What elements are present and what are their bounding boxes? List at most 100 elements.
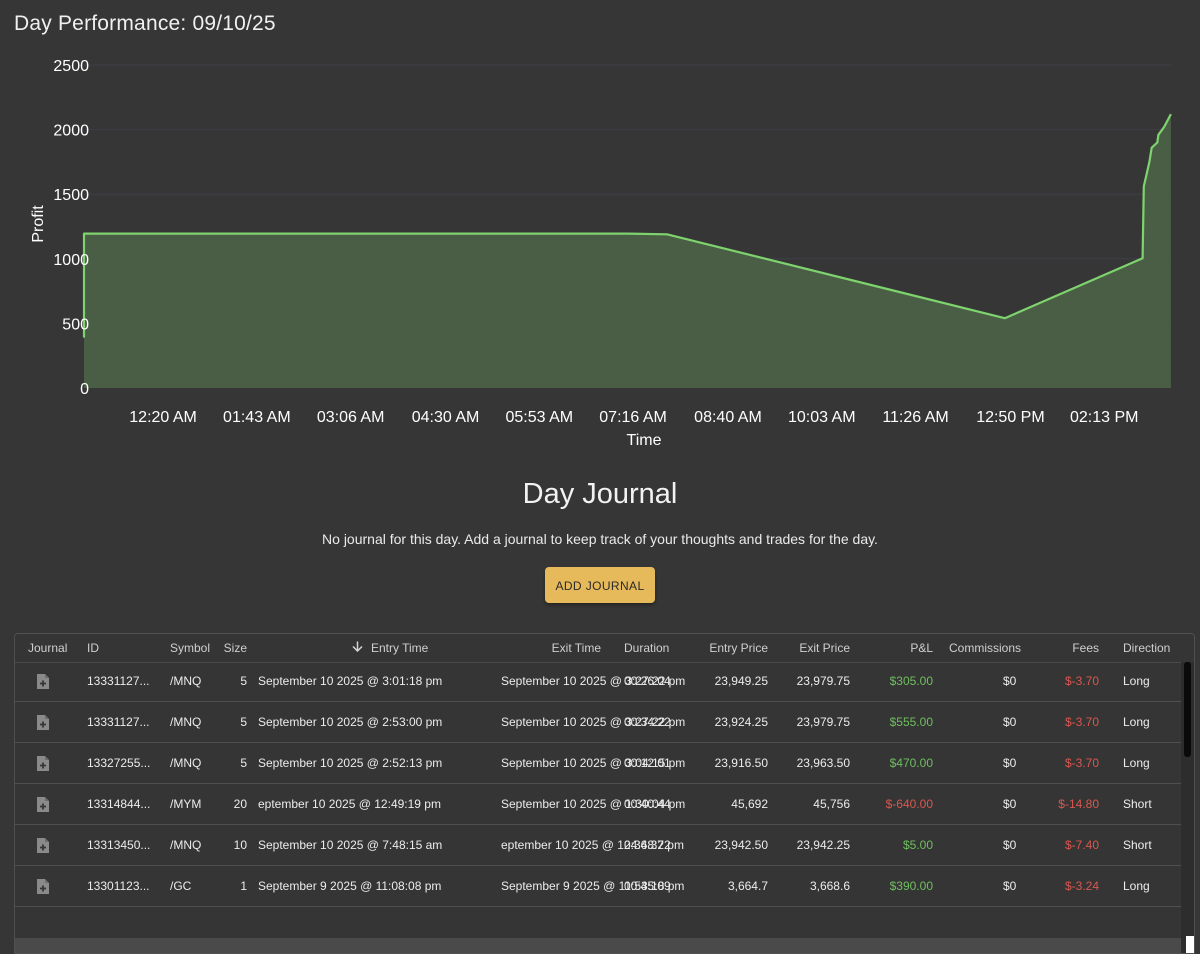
cell-symbol: /MNQ [170, 715, 202, 729]
cell-entry-time: eptember 10 2025 @ 12:49:19 pm [258, 797, 441, 811]
cell-entry-time: September 10 2025 @ 3:01:18 pm [258, 674, 443, 688]
col-direction[interactable]: Direction [1123, 641, 1171, 655]
table-row[interactable]: 13331127... /MNQ 5 September 10 2025 @ 3:01… [15, 661, 1181, 702]
cell-direction: Short [1123, 838, 1152, 852]
col-pnl[interactable]: P&L [910, 641, 933, 655]
cell-duration: 04:48:22 [624, 838, 671, 852]
cell-id: 13331127... [87, 715, 150, 729]
table-header: Journal ID Symbol Size Entry Time Exit T… [15, 634, 1194, 663]
x-tick-label: 12:20 AM [129, 409, 197, 426]
cell-exit-price: 23,979.75 [796, 715, 850, 729]
cell-id: 13327255... [87, 756, 151, 770]
cell-exit-price: 23,963.50 [796, 756, 850, 770]
cell-id: 13313450... [87, 838, 151, 852]
cell-symbol: /MNQ [170, 674, 202, 688]
cell-exit-price: 3,668.6 [809, 879, 850, 893]
cell-entry-time: September 10 2025 @ 2:53:00 pm [258, 715, 443, 729]
x-tick-label: 11:26 AM [882, 409, 948, 426]
col-id[interactable]: ID [87, 641, 99, 655]
cell-size: 10 [233, 838, 247, 852]
profit-area-fill [84, 114, 1171, 388]
cell-symbol: /MNQ [170, 838, 202, 852]
cell-duration: 00:40:44 [624, 797, 671, 811]
table-row[interactable]: 13314844... /MYM 20 eptember 10 2025 @ 12:4… [15, 784, 1181, 825]
cell-pnl: $470.00 [889, 756, 933, 770]
cell-direction: Long [1123, 879, 1150, 893]
x-tick-label: 03:06 AM [317, 409, 385, 426]
cell-exit-time: September 10 2025 @ 3:27:22 pm [501, 674, 686, 688]
x-tick-label: 04:30 AM [412, 409, 480, 426]
add-journal-doc-icon[interactable] [36, 837, 50, 854]
journal-empty-message: No journal for this day. Add a journal t… [322, 531, 878, 547]
cell-commissions: $0 [1003, 797, 1017, 811]
col-size[interactable]: Size [223, 641, 247, 655]
cell-direction: Short [1123, 797, 1152, 811]
col-exit-time[interactable]: Exit Time [551, 641, 601, 655]
sort-arrow-down-icon[interactable] [352, 641, 363, 655]
add-journal-doc-icon[interactable] [36, 673, 50, 690]
cell-id: 13301123... [87, 879, 150, 893]
col-commissions[interactable]: Commissions [949, 641, 1022, 655]
cell-commissions: $0 [1003, 838, 1017, 852]
add-journal-doc-icon[interactable] [36, 878, 50, 895]
add-journal-doc-icon[interactable] [36, 755, 50, 772]
cell-exit-time: September 10 2025 @ 1:30:04 pm [501, 797, 686, 811]
cell-exit-time: September 10 2025 @ 3:27:22 pm [501, 715, 686, 729]
cell-direction: Long [1123, 756, 1150, 770]
col-symbol[interactable]: Symbol [170, 641, 211, 655]
cell-pnl: $305.00 [889, 674, 933, 688]
x-tick-label: 02:13 PM [1070, 409, 1138, 426]
col-fees[interactable]: Fees [1072, 641, 1099, 655]
col-duration[interactable]: Duration [624, 641, 670, 655]
y-tick-label: 1500 [53, 187, 89, 204]
add-journal-doc-icon[interactable] [36, 714, 50, 731]
x-tick-label: 10:03 AM [788, 409, 856, 426]
vertical-scrollbar[interactable] [1181, 662, 1194, 953]
cell-duration: 00:26:04 [624, 674, 671, 688]
y-tick-label: 1000 [53, 252, 89, 269]
add-journal-button[interactable]: ADD JOURNAL [545, 567, 655, 603]
table-row[interactable]: 13327255... /MNQ 5 September 10 2025 @ 2:52… [15, 743, 1181, 784]
journal-title: Day Journal [522, 478, 678, 510]
col-exit-price[interactable]: Exit Price [799, 641, 850, 655]
cell-entry-price: 23,949.25 [714, 674, 768, 688]
cell-exit-time: eptember 10 2025 @ 12:36:37 pm [501, 838, 684, 852]
x-tick-label: 08:40 AM [694, 409, 762, 426]
cell-fees: $-7.40 [1064, 838, 1099, 852]
cell-size: 20 [233, 797, 247, 811]
horizontal-scrollbar[interactable] [15, 938, 1181, 953]
cell-fees: $-3.70 [1064, 715, 1099, 729]
cell-pnl: $555.00 [889, 715, 933, 729]
cell-direction: Long [1123, 715, 1150, 729]
cell-duration: 00:45:09 [624, 879, 671, 893]
day-journal-section: Day Journal No journal for this day. Add… [0, 478, 1200, 603]
x-tick-label: 07:16 AM [599, 409, 667, 426]
cell-size: 5 [240, 674, 247, 688]
cell-entry-price: 23,924.25 [714, 715, 768, 729]
cell-commissions: $0 [1003, 756, 1017, 770]
col-entry-price[interactable]: Entry Price [709, 641, 768, 655]
cell-pnl: $390.00 [889, 879, 933, 893]
cell-exit-price: 23,942.25 [796, 838, 850, 852]
cell-entry-price: 23,942.50 [714, 838, 768, 852]
cell-symbol: /GC [170, 879, 192, 893]
cell-entry-time: September 9 2025 @ 11:08:08 pm [258, 879, 442, 893]
cell-symbol: /MYM [170, 797, 202, 811]
table-row[interactable]: 13313450... /MNQ 10 September 10 2025 @ 7:4… [15, 825, 1181, 866]
scrollbar-thumb[interactable] [1184, 662, 1191, 757]
x-tick-label: 12:50 PM [976, 409, 1044, 426]
x-tick-label: 05:53 AM [506, 409, 574, 426]
col-journal[interactable]: Journal [28, 641, 68, 655]
col-entry-time[interactable]: Entry Time [371, 641, 429, 655]
add-journal-doc-icon[interactable] [36, 796, 50, 813]
cell-exit-time: September 10 2025 @ 3:04:15 pm [501, 756, 686, 770]
page-title: Day Performance: 09/10/25 [14, 12, 276, 35]
cell-exit-price: 45,756 [813, 797, 850, 811]
profit-line [82, 113, 1172, 338]
cell-fees: $-3.24 [1064, 879, 1099, 893]
table-row[interactable]: 13331127... /MNQ 5 September 10 2025 @ 2:53… [15, 702, 1181, 743]
cell-commissions: $0 [1003, 879, 1017, 893]
x-axis-label: Time [627, 432, 662, 449]
table-row[interactable]: 13301123... /GC 1 September 9 2025 @ 11:08:… [15, 866, 1181, 907]
